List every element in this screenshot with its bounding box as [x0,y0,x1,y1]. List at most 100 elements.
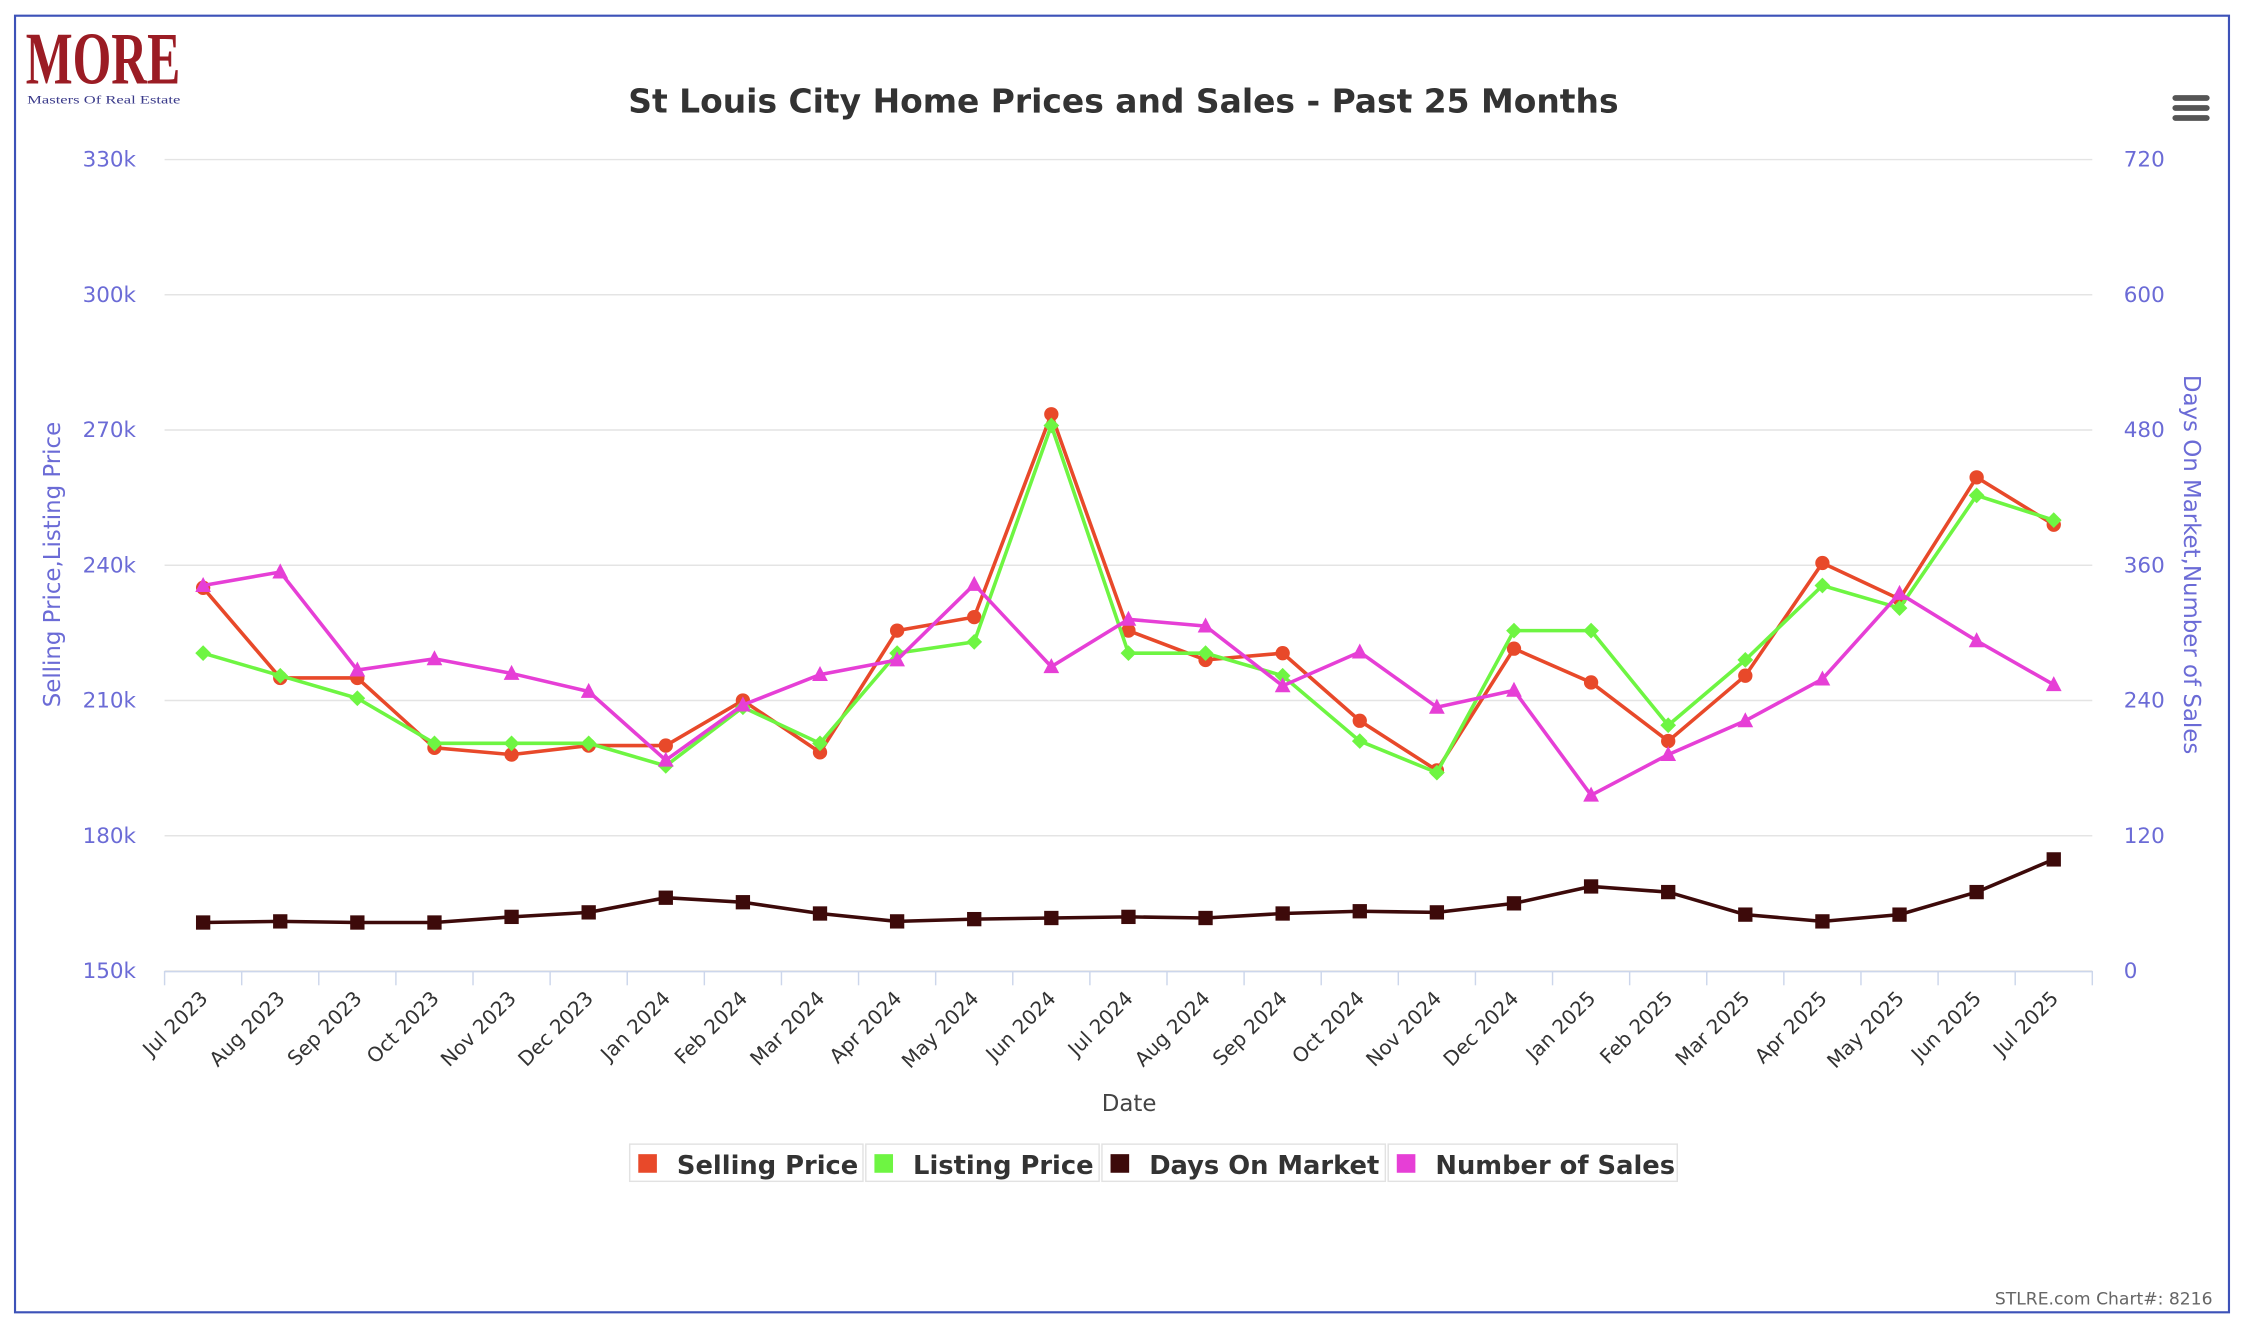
marker [2045,676,2062,692]
marker [1506,681,1522,697]
y-tick-label: 330k [83,148,137,173]
marker [1738,907,1753,922]
marker [1737,652,1754,668]
menu-bar [2172,95,2210,101]
logo-title: MORE [26,19,181,101]
marker [349,661,366,677]
legend-swatch [1396,1154,1416,1173]
legend-label: Listing Price [913,1151,1094,1181]
marker [1583,786,1599,802]
chart-title: St Louis City Home Prices and Sales - Pa… [628,81,1618,120]
marker [1738,668,1753,683]
marker [1352,713,1367,728]
marker [273,914,288,929]
y-tick-label: 300k [83,283,137,308]
marker [1815,555,1830,571]
marker [1274,677,1291,693]
y-tick-label: 180k [83,824,137,849]
marker [1969,470,1984,485]
menu-bar [2172,105,2210,111]
marker [580,735,597,752]
legend-box [1387,1143,1678,1183]
y2-tick-label: 0 [2124,959,2138,984]
marker [658,738,673,753]
marker [1121,909,1136,925]
marker [503,735,520,752]
frame [13,14,2231,1314]
marker [889,914,905,929]
marker [1815,914,1830,929]
marker [1737,712,1754,728]
marker [1969,884,1984,900]
marker [1121,623,1136,638]
marker [657,751,674,767]
marker [350,915,365,930]
marker [426,650,443,666]
legend-box [1101,1143,1387,1183]
marker [1352,904,1367,919]
marker [735,696,751,712]
marker [1891,600,1908,616]
marker [581,905,596,920]
legend-box [628,1143,864,1183]
marker [1814,670,1831,686]
y2-tick-label: 600 [2124,283,2165,308]
marker [1661,884,1676,900]
marker [1044,407,1059,422]
legend-item[interactable]: Listing Price [865,1143,1100,1183]
marker [1892,907,1907,922]
menu-bar [2172,115,2210,121]
marker [1506,622,1522,639]
marker [1583,879,1599,894]
y2-tick-label: 480 [2124,418,2165,443]
legend-item[interactable]: Days On Market [1101,1143,1387,1183]
marker [1197,617,1214,633]
marker [812,745,828,760]
marker [735,895,751,910]
marker [349,690,366,707]
legend-swatch [1110,1154,1130,1173]
legend-item[interactable]: Number of Sales [1387,1143,1678,1183]
marker [1660,717,1677,734]
marker [1043,658,1060,674]
legend-label: Days On Market [1149,1151,1379,1181]
menu-icon[interactable] [2172,95,2210,121]
credit: STLRE.com Chart#: 8216 [1995,1289,2213,1309]
legend-label: Number of Sales [1435,1151,1675,1181]
marker [1583,675,1599,690]
series [195,563,2062,802]
y2-tick-label: 360 [2124,553,2165,578]
marker [1275,906,1290,921]
marker [1583,622,1599,639]
legend-item[interactable]: Selling Price [628,1143,864,1183]
marker [1968,632,1985,648]
marker [427,915,442,930]
y-tick-label: 240k [83,553,137,578]
marker [1198,910,1213,926]
legend-swatch [638,1154,657,1173]
marker [967,609,982,625]
marker [2046,852,2061,867]
marker [889,651,905,667]
y-tick-label: 150k [83,959,137,984]
marker [966,634,983,650]
legend-box [865,1143,1100,1183]
marker [1275,646,1290,661]
marker [1506,896,1522,911]
marker [272,563,289,579]
marker [504,909,519,925]
y-tick-label: 210k [83,689,137,714]
marker [580,682,597,698]
marker [1120,610,1137,626]
y2-axis-label: Days On Market,Number of Sales [2178,375,2204,754]
marker [1429,905,1445,920]
y2-tick-label: 120 [2124,824,2165,849]
marker [812,906,828,921]
marker [658,890,673,905]
x-axis-label: Date [1102,1091,1157,1117]
marker [195,915,211,930]
marker [426,735,443,752]
marker [1814,577,1831,594]
